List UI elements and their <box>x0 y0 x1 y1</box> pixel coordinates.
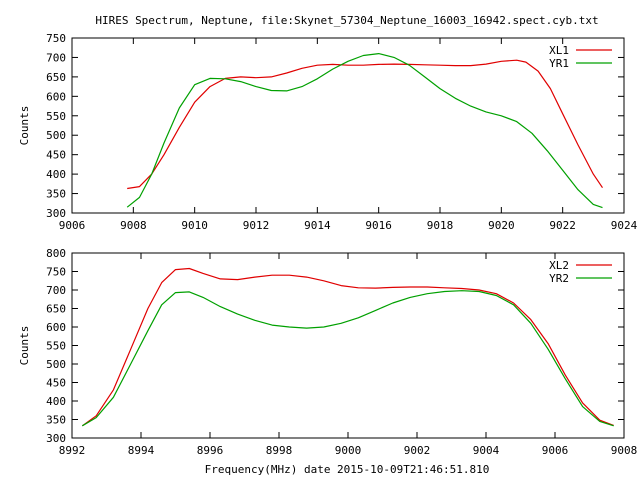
y-tick-label: 750 <box>46 32 66 45</box>
y-tick-label: 300 <box>46 207 66 220</box>
chart-title: HIRES Spectrum, Neptune, file:Skynet_573… <box>95 14 598 27</box>
legend-label: YR1 <box>549 57 569 70</box>
y-tick-label: 800 <box>46 247 66 260</box>
x-tick-label: 9004 <box>473 444 500 457</box>
x-tick-label: 8992 <box>59 444 86 457</box>
y-tick-label: 400 <box>46 168 66 181</box>
x-tick-label: 9008 <box>611 444 638 457</box>
y-tick-label: 350 <box>46 414 66 427</box>
y-tick-label: 450 <box>46 149 66 162</box>
plot-frame <box>71 252 625 439</box>
x-tick-label: 9014 <box>304 219 331 232</box>
x-tick-label: 9000 <box>335 444 362 457</box>
y-tick-label: 750 <box>46 266 66 279</box>
x-tick-label: 9010 <box>181 219 208 232</box>
x-tick-label: 9020 <box>488 219 515 232</box>
series-line-yr2 <box>81 290 614 427</box>
y-tick-label: 600 <box>46 321 66 334</box>
x-tick-label: 9024 <box>611 219 638 232</box>
x-tick-label: 9006 <box>542 444 569 457</box>
y-axis-label: Counts <box>18 106 31 146</box>
x-tick-label: 8996 <box>197 444 224 457</box>
y-tick-label: 500 <box>46 358 66 371</box>
y-tick-label: 700 <box>46 51 66 64</box>
bottom-chart-panel: 300 350 400 450 500 550 600 650 700 750 800 8992 899… <box>18 247 637 457</box>
x-tick-label: 8998 <box>266 444 293 457</box>
y-tick-label: 300 <box>46 432 66 445</box>
y-tick-label: 700 <box>46 284 66 297</box>
top-chart-panel: 300 350 400 450 500 550 600 650 700 750 9006 9008 90… <box>18 32 638 232</box>
y-axis-label: Counts <box>18 326 31 366</box>
y-tick-label: 500 <box>46 129 66 142</box>
x-tick-label: 9008 <box>120 219 147 232</box>
x-tick-label: 9012 <box>243 219 270 232</box>
y-tick-label: 350 <box>46 188 66 201</box>
plot-frame <box>71 37 625 214</box>
y-tick-label: 650 <box>46 71 66 84</box>
x-tick-label: 9022 <box>549 219 576 232</box>
y-tick-label: 650 <box>46 303 66 316</box>
y-tick-label: 550 <box>46 110 66 123</box>
x-tick-label: 9002 <box>404 444 431 457</box>
x-tick-label: 9016 <box>365 219 392 232</box>
y-tick-label: 400 <box>46 395 66 408</box>
y-tick-label: 600 <box>46 90 66 103</box>
x-tick-label: 9018 <box>427 219 454 232</box>
series-line-xl1 <box>127 59 603 190</box>
legend-label: YR2 <box>549 272 569 285</box>
legend-label: XL1 <box>549 44 569 57</box>
x-tick-label: 9006 <box>59 219 86 232</box>
series-line-yr1 <box>126 52 603 209</box>
x-axis-label: Frequency(MHz) date 2015-10-09T21:46:51.… <box>205 463 490 476</box>
legend-label: XL2 <box>549 259 569 272</box>
y-tick-label: 450 <box>46 377 66 390</box>
y-tick-label: 550 <box>46 340 66 353</box>
series-line-xl2 <box>81 267 614 427</box>
x-tick-label: 8994 <box>128 444 155 457</box>
